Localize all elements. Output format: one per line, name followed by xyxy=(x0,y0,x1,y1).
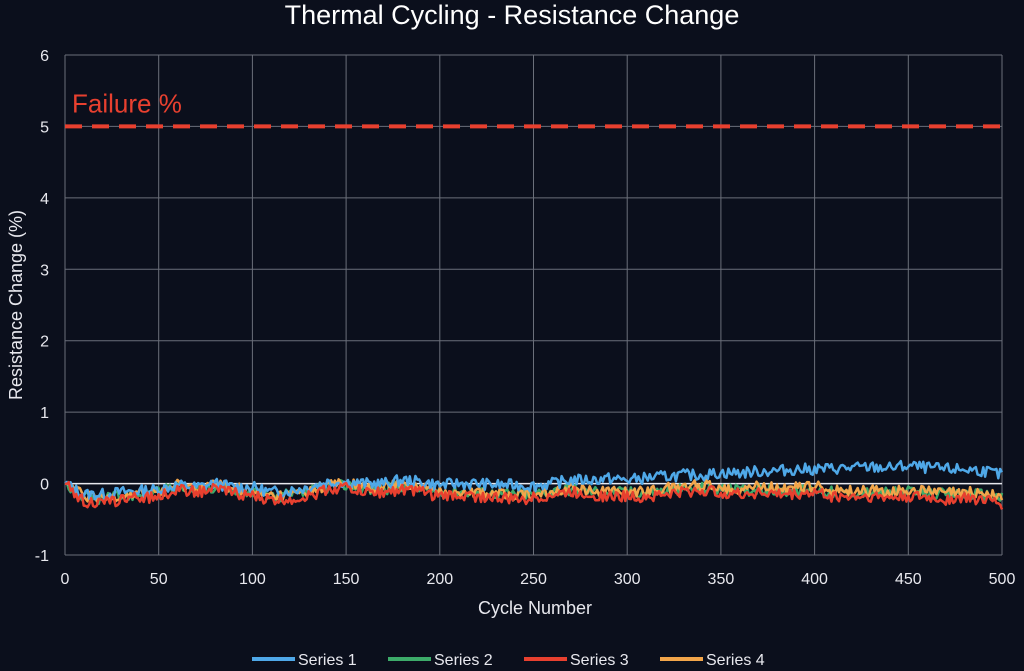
y-tick-label: 1 xyxy=(40,405,49,422)
x-tick-label: 250 xyxy=(520,571,547,588)
failure-label: Failure % xyxy=(72,88,182,118)
legend-label: Series 1 xyxy=(298,652,357,669)
x-tick-label: 350 xyxy=(708,571,735,588)
y-tick-label: 0 xyxy=(40,477,49,494)
x-tick-label: 0 xyxy=(61,571,70,588)
chart-title: Thermal Cycling - Resistance Change xyxy=(285,0,740,30)
y-tick-label: 3 xyxy=(40,262,49,279)
series-line-3 xyxy=(64,480,1004,510)
y-tick-label: 4 xyxy=(40,191,49,208)
y-tick-label: 6 xyxy=(40,48,49,65)
x-tick-label: 200 xyxy=(426,571,453,588)
y-axis-label: Resistance Change (%) xyxy=(6,210,26,400)
y-tick-label: -1 xyxy=(35,548,49,565)
x-tick-label: 150 xyxy=(333,571,360,588)
failure-threshold: Failure % xyxy=(65,88,1002,129)
x-tick-label: 450 xyxy=(895,571,922,588)
legend-label: Series 2 xyxy=(434,652,493,669)
x-axis-label: Cycle Number xyxy=(478,598,592,618)
x-tick-label: 400 xyxy=(801,571,828,588)
x-tick-label: 500 xyxy=(989,571,1016,588)
x-tick-label: 100 xyxy=(239,571,266,588)
series-group xyxy=(64,459,1004,510)
x-tick-label: 50 xyxy=(150,571,168,588)
legend-label: Series 3 xyxy=(570,652,629,669)
legend: Series 1 Series 2 Series 3 Series 4 xyxy=(252,652,765,669)
y-tick-label: 2 xyxy=(40,334,49,351)
legend-label: Series 4 xyxy=(706,652,765,669)
tick-labels: 0 50 100 150 200 250 300 350 400 450 500 -1 0 1 2 3 4 5 6 xyxy=(35,48,1016,588)
y-tick-label: 5 xyxy=(40,119,49,136)
x-tick-label: 300 xyxy=(614,571,641,588)
grid xyxy=(64,54,1003,556)
